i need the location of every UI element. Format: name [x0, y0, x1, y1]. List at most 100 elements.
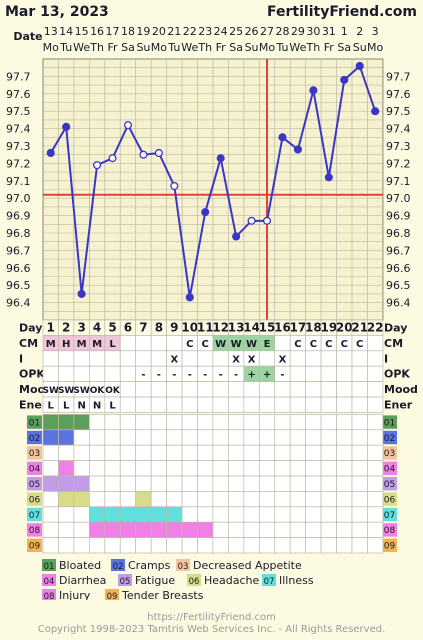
symptom-cell: [181, 444, 198, 461]
symptom-code-badge: [27, 461, 42, 475]
temperature-point: [324, 173, 333, 182]
table-cell-opk: [119, 365, 137, 382]
table-cell-energy: [119, 396, 137, 413]
cell-value-intercourse: X: [232, 354, 240, 365]
symptom-code-right: 01: [384, 418, 395, 428]
symptom-cell: [88, 444, 106, 461]
symptom-cell: [367, 414, 384, 431]
weekday-label: Th: [197, 41, 212, 54]
symptom-cell: [258, 521, 276, 538]
table-cell-intercourse: [305, 350, 322, 367]
date-number: 1: [341, 25, 348, 38]
symptom-cell: [274, 521, 291, 538]
symptom-cell: [58, 460, 75, 477]
y-tick-label-left: 97.2: [6, 157, 31, 170]
table-cell-mood: [305, 381, 322, 398]
symptom-cell: [351, 475, 368, 492]
symptom-cell: [88, 506, 106, 523]
footer-url[interactable]: https://FertilityFriend.com: [147, 612, 276, 623]
symptom-cell: [166, 521, 183, 538]
symptom-cell: [258, 537, 276, 554]
chart-date: Mar 13, 2023: [5, 4, 109, 20]
symptom-cell: [305, 506, 322, 523]
y-tick-label-right: 97.1: [386, 175, 411, 188]
symptom-cell: [336, 506, 353, 523]
table-cell-opk: [305, 365, 322, 382]
table-cell-mood: [212, 381, 229, 398]
symptom-cell: [243, 414, 260, 431]
symptom-cell: [274, 460, 291, 477]
symptom-cell: [336, 521, 353, 538]
symptom-code-right: 02: [384, 434, 395, 444]
symptom-cell: [258, 444, 276, 461]
y-tick-label-left: 97.1: [6, 175, 31, 188]
temperature-line: [49, 64, 377, 298]
cell-value-energy: L: [48, 401, 55, 412]
symptom-code: 09: [29, 542, 41, 552]
symptom-cell: [166, 506, 183, 523]
date-label: Date: [13, 30, 42, 43]
symptom-cell: [212, 537, 229, 554]
y-tick-label-left: 97.0: [6, 192, 31, 205]
symptom-cell: [197, 460, 214, 477]
symptom-cell: [88, 521, 106, 538]
temperature-point: [216, 154, 225, 163]
date-number: 14: [59, 25, 73, 38]
temperature-point: [309, 86, 318, 95]
y-tick-label-left: 96.4: [6, 297, 31, 310]
symptom-cell: [104, 475, 121, 492]
symptom-cell: [351, 444, 368, 461]
symptom-cell: [197, 444, 214, 461]
date-number: 3: [372, 25, 379, 38]
y-tick-label-left: 97.6: [6, 88, 31, 101]
y-tick-label-right: 96.8: [386, 227, 411, 240]
temperature-point: [139, 150, 148, 159]
legend-code: 08: [44, 592, 55, 600]
legend-name-02: Cramps: [128, 559, 171, 572]
legend-name-05: Fatigue: [135, 574, 175, 587]
symptom-cell: [88, 537, 106, 554]
symptom-cell: [367, 460, 384, 477]
legend-swatch: [262, 574, 276, 586]
table-cell-mood: [258, 381, 276, 398]
symptom-cell: [367, 537, 384, 554]
date-number: 2: [356, 25, 363, 38]
table-cell-mood: [367, 381, 384, 398]
symptom-cell: [351, 521, 368, 538]
symptom-cell: [104, 414, 121, 431]
symptom-code-right: 04: [384, 465, 396, 475]
legend-name-07: Illness: [279, 574, 314, 587]
y-tick-label-right: 96.6: [386, 262, 411, 275]
cell-value-cm: C: [356, 339, 363, 350]
table-cell-intercourse: [212, 350, 229, 367]
table-cell-energy: [289, 396, 307, 413]
symptom-cell: [243, 521, 260, 538]
symptom-cell: [228, 537, 245, 554]
table-cell-opk: [104, 365, 121, 382]
symptom-cell: [181, 521, 198, 538]
table-cell-opk: [320, 365, 337, 382]
symptom-cell: [289, 429, 307, 446]
symptom-code-right: 03: [384, 449, 395, 459]
cell-value-opk: +: [247, 370, 255, 381]
symptom-cell: [320, 491, 337, 508]
symptom-cell: [320, 521, 337, 538]
cell-value-opk: -: [280, 370, 284, 381]
symptom-cell: [150, 429, 167, 446]
weekday-label: Mo: [43, 41, 59, 54]
symptom-cell: [166, 491, 183, 508]
date-number: 16: [90, 25, 104, 38]
table-cell-intercourse: [258, 350, 276, 367]
symptom-cell: [135, 537, 152, 554]
symptom-cell: [73, 521, 90, 538]
symptom-cell: [135, 506, 152, 523]
symptom-cell: [166, 460, 183, 477]
symptom-cell: [274, 444, 291, 461]
legend-code: 01: [44, 562, 55, 572]
table-cell-intercourse: [320, 350, 337, 367]
cell-value-mood: OK: [90, 386, 106, 396]
cell-value-intercourse: X: [279, 354, 287, 365]
symptom-cell: [58, 491, 75, 508]
cell-value-opk: -: [141, 370, 145, 381]
symptom-cell: [58, 444, 75, 461]
